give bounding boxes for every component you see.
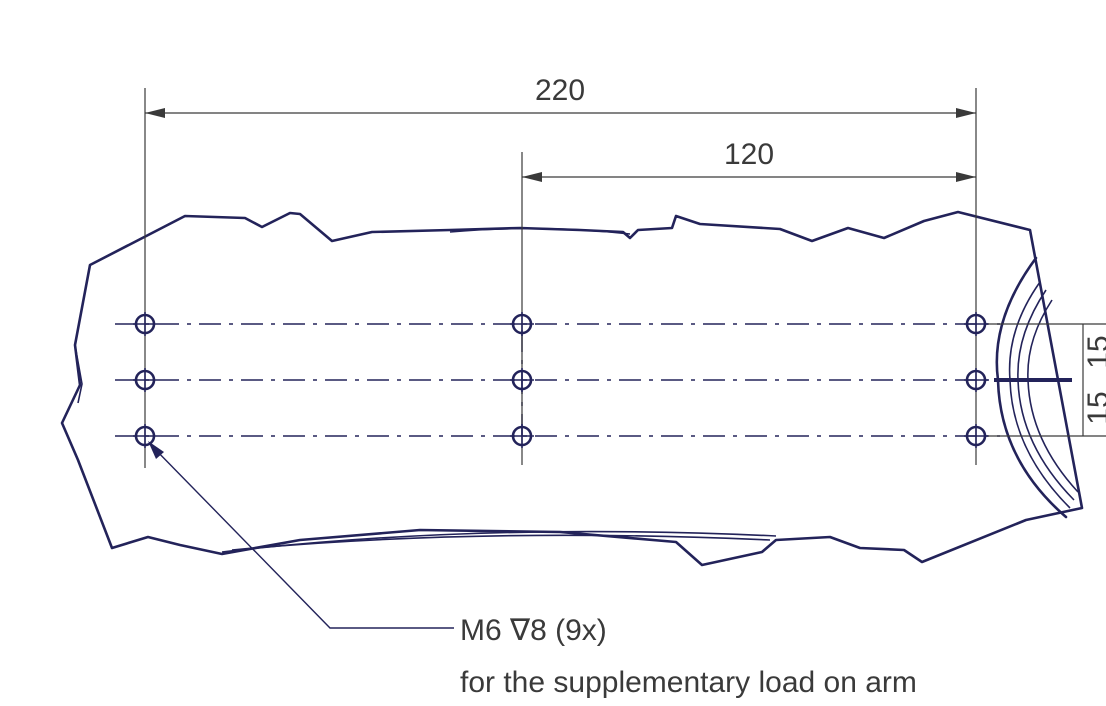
bottom-tab [675, 539, 777, 566]
hole [133, 368, 157, 392]
dimension-120-label: 120 [724, 138, 774, 171]
top-edge-inner [449, 227, 631, 235]
bottom-edge-inner [221, 530, 777, 553]
hole-pattern [133, 312, 988, 448]
hole [510, 368, 534, 392]
dimension-15-upper-label: 15 [1082, 335, 1106, 368]
hole [964, 312, 988, 336]
hole [964, 368, 988, 392]
bottom-edge-inner-2 [231, 534, 771, 551]
left-notch [74, 344, 83, 404]
arrowhead-220-right [956, 108, 976, 118]
arrowhead-220-left [145, 108, 165, 118]
hole [964, 424, 988, 448]
hole [510, 424, 534, 448]
hole [510, 312, 534, 336]
part-outline [60, 210, 1084, 567]
dimension-220-label: 220 [535, 74, 585, 107]
dimension-15-lower-label: 15 [1082, 391, 1106, 424]
load-description-note: for the supplementary load on arm [460, 666, 917, 699]
thread-spec-note: M6 ∇8 (9x) [460, 614, 607, 647]
leader-line [149, 443, 454, 629]
hole [133, 424, 157, 448]
hole [133, 312, 157, 336]
arrowhead-120-right [956, 172, 976, 182]
leader-arrowhead [148, 441, 164, 459]
arrowhead-120-left [522, 172, 542, 182]
